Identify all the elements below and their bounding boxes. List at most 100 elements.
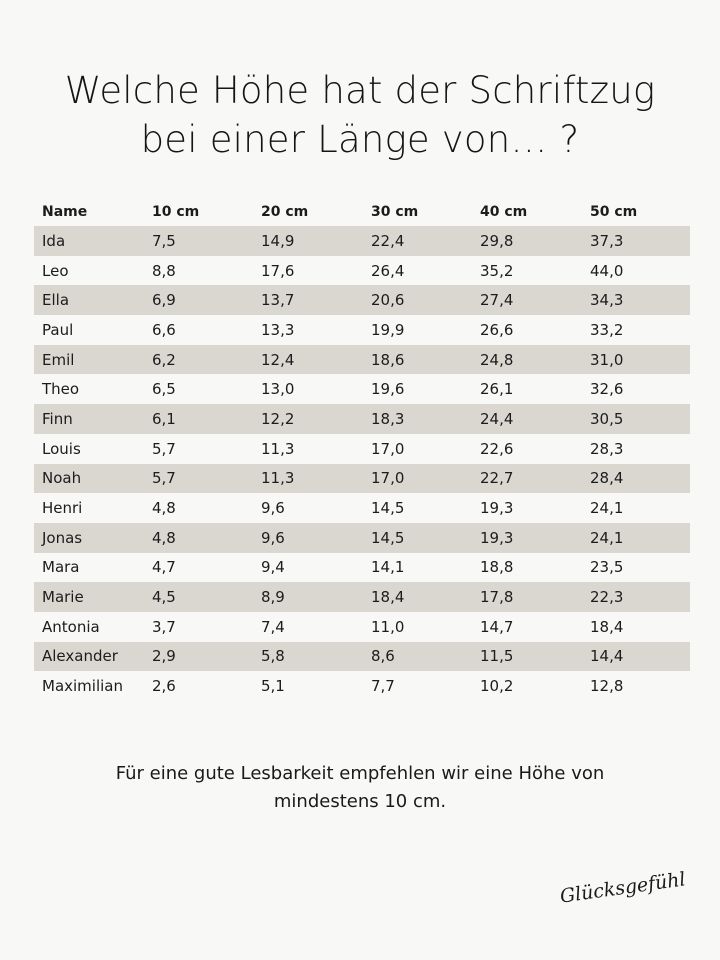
height-cell: 11,3 <box>253 463 363 494</box>
height-cell: 5,7 <box>144 463 253 494</box>
height-cell: 18,4 <box>363 582 472 612</box>
height-cell: 28,3 <box>590 439 624 458</box>
height-cell: 14,1 <box>371 558 405 577</box>
height-cell: 35,2 <box>480 261 514 280</box>
height-cell: 9,6 <box>253 522 363 553</box>
height-cell: 14,9 <box>253 226 363 256</box>
height-cell: 9,6 <box>261 499 285 518</box>
height-cell: 22,6 <box>480 439 514 458</box>
height-cell: 23,5 <box>590 558 624 577</box>
header-40cm: 40 cm <box>480 203 528 220</box>
height-cell: 2,9 <box>144 641 253 672</box>
table-row: Theo 6,5 13,0 19,6 26,1 32,6 <box>34 374 690 404</box>
table-row: Finn 6,1 12,2 18,3 24,4 30,5 <box>34 404 690 434</box>
height-cell: 12,2 <box>253 404 363 434</box>
height-cell: 26,6 <box>480 320 514 339</box>
table-body: Ida 7,5 14,9 22,4 29,8 37,3 Leo 8,8 17,6 26,4 35,2… <box>34 226 690 701</box>
note-line-2: mindestens 10 cm. <box>273 791 447 812</box>
height-cell: 26,4 <box>371 261 405 280</box>
height-cell: 4,5 <box>144 582 253 612</box>
height-cell: 12,8 <box>590 677 624 696</box>
title-line-2: bei einer Länge von… ? <box>140 118 580 161</box>
height-cell: 14,7 <box>480 617 514 636</box>
table-row: Alexander 2,9 5,8 8,6 11,5 14,4 <box>34 641 690 672</box>
height-cell: 8,8 <box>152 261 176 280</box>
height-cell: 14,5 <box>363 522 472 553</box>
height-cell: 2,6 <box>152 677 176 696</box>
height-cell: 19,9 <box>371 320 405 339</box>
height-cell: 27,4 <box>472 285 582 316</box>
height-cell: 28,4 <box>582 463 690 494</box>
header-10cm: 10 cm <box>152 203 200 220</box>
name-cell: Noah <box>34 463 144 494</box>
height-cell: 34,3 <box>582 285 690 316</box>
height-cell: 5,1 <box>261 677 285 696</box>
height-cell: 4,8 <box>152 499 176 518</box>
height-cell: 14,4 <box>582 641 690 672</box>
table-row: Louis 5,7 11,3 17,0 22,6 28,3 <box>34 434 690 464</box>
height-cell: 31,0 <box>582 344 690 375</box>
name-cell: Louis <box>42 439 81 458</box>
height-cell: 8,6 <box>363 641 472 672</box>
height-cell: 10,2 <box>480 677 514 696</box>
name-cell: Theo <box>42 380 80 399</box>
height-cell: 9,4 <box>261 558 285 577</box>
height-cell: 44,0 <box>590 261 624 280</box>
height-cell: 24,4 <box>472 404 582 434</box>
height-cell: 13,3 <box>261 320 295 339</box>
header-30cm: 30 cm <box>371 203 419 220</box>
height-cell: 17,6 <box>261 261 295 280</box>
table-header-row: Name 10 cm 20 cm 30 cm 40 cm 50 cm <box>34 197 690 226</box>
height-cell: 24,1 <box>590 499 624 518</box>
table-row: Leo 8,8 17,6 26,4 35,2 44,0 <box>34 256 690 286</box>
height-cell: 11,0 <box>371 617 405 636</box>
height-cell: 32,6 <box>590 380 624 399</box>
height-cell: 4,7 <box>152 558 176 577</box>
height-cell: 18,4 <box>590 617 624 636</box>
name-cell: Leo <box>42 261 69 280</box>
height-cell: 13,7 <box>253 285 363 316</box>
height-cell: 22,3 <box>582 582 690 612</box>
height-cell: 26,1 <box>480 380 514 399</box>
header-name: Name <box>42 203 88 220</box>
height-cell: 12,4 <box>253 344 363 375</box>
height-cell: 6,9 <box>144 285 253 316</box>
height-cell: 6,5 <box>152 380 176 399</box>
table-row: Mara 4,7 9,4 14,1 18,8 23,5 <box>34 553 690 583</box>
table-row: Antonia 3,7 7,4 11,0 14,7 18,4 <box>34 612 690 642</box>
height-cell: 17,0 <box>363 463 472 494</box>
name-cell: Jonas <box>34 522 144 553</box>
logo-text: Glücksgefühl <box>559 868 687 907</box>
height-cell: 11,3 <box>261 439 295 458</box>
name-cell: Finn <box>34 404 144 434</box>
height-cell: 24,1 <box>582 522 690 553</box>
note-line-1: Für eine gute Lesbarkeit empfehlen wir e… <box>115 763 605 784</box>
header-20cm: 20 cm <box>261 203 309 220</box>
height-cell: 18,3 <box>363 404 472 434</box>
height-cell: 13,0 <box>261 380 295 399</box>
height-cell: 6,6 <box>152 320 176 339</box>
name-cell: Alexander <box>34 641 144 672</box>
name-cell: Paul <box>42 320 74 339</box>
table-row: Henri 4,8 9,6 14,5 19,3 24,1 <box>34 493 690 523</box>
name-cell: Antonia <box>42 617 100 636</box>
height-cell: 19,3 <box>480 499 514 518</box>
height-cell: 22,7 <box>472 463 582 494</box>
height-cell: 7,5 <box>144 226 253 256</box>
height-cell: 8,9 <box>253 582 363 612</box>
height-cell: 19,6 <box>371 380 405 399</box>
height-cell: 17,0 <box>371 439 405 458</box>
name-cell: Ida <box>34 226 144 256</box>
height-cell: 14,5 <box>371 499 405 518</box>
table-row: Maximilian 2,6 5,1 7,7 10,2 12,8 <box>34 671 690 701</box>
height-cell: 20,6 <box>363 285 472 316</box>
name-cell: Emil <box>34 344 144 375</box>
recommendation-note: Für eine gute Lesbarkeit empfehlen wir e… <box>0 760 720 816</box>
name-cell: Maximilian <box>42 677 123 696</box>
height-cell: 5,8 <box>253 641 363 672</box>
page-title: Welche Höhe hat der Schriftzug bei einer… <box>0 66 720 164</box>
table-row: Jonas 4,8 9,6 14,5 19,3 24,1 <box>34 522 690 553</box>
height-cell: 29,8 <box>472 226 582 256</box>
name-cell: Mara <box>42 558 80 577</box>
height-cell: 18,8 <box>480 558 514 577</box>
